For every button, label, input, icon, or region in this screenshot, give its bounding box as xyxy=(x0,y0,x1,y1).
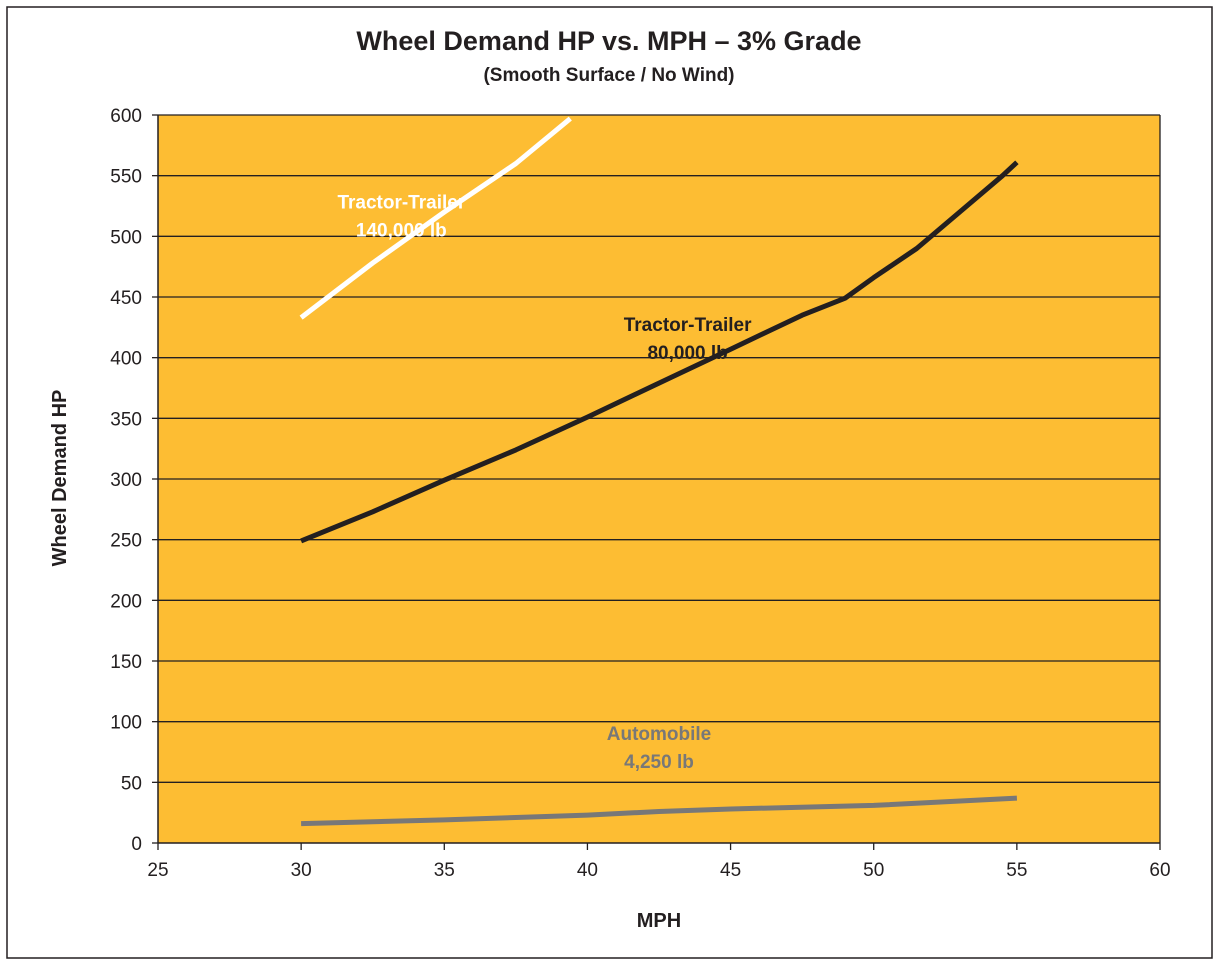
series-line-0 xyxy=(299,116,572,320)
y-axis-title: Wheel Demand HP xyxy=(49,390,71,567)
chart-title: Wheel Demand HP vs. MPH – 3% Grade xyxy=(356,26,861,56)
y-tick-label: 100 xyxy=(110,713,142,734)
series-label-1: Tractor-Trailer 80,000 lb xyxy=(624,315,752,364)
y-tick-label: 400 xyxy=(110,349,142,370)
x-tick-label: 55 xyxy=(1006,860,1027,881)
x-tick-label: 50 xyxy=(863,860,884,881)
axes xyxy=(152,114,1161,850)
series-labels: Tractor-Trailer 140,000 lb Tractor-Trailer… xyxy=(337,192,752,772)
series-line-1 xyxy=(300,160,1019,544)
x-tick-labels: 25 30 35 40 45 50 55 60 xyxy=(147,860,1170,881)
series-label-0: Tractor-Trailer 140,000 lb xyxy=(337,192,465,241)
x-axis-title: MPH xyxy=(637,910,681,932)
series-label-2: Automobile 4,250 lb xyxy=(607,724,712,773)
x-tick-label: 30 xyxy=(291,860,312,881)
x-tick-label: 40 xyxy=(577,860,598,881)
y-tick-label: 600 xyxy=(110,106,142,127)
chart-subtitle: (Smooth Surface / No Wind) xyxy=(483,65,734,86)
y-tick-label: 0 xyxy=(131,834,142,855)
y-tick-label: 350 xyxy=(110,409,142,430)
y-tick-label: 500 xyxy=(110,227,142,248)
y-tick-label: 300 xyxy=(110,470,142,491)
x-tick-label: 60 xyxy=(1149,860,1170,881)
y-tick-label: 200 xyxy=(110,591,142,612)
y-tick-label: 450 xyxy=(110,288,142,309)
y-tick-label: 150 xyxy=(110,652,142,673)
y-tick-label: 250 xyxy=(110,531,142,552)
y-tick-label: 50 xyxy=(121,773,142,794)
series-lines xyxy=(299,116,1019,827)
y-tick-labels: 0 50 100 150 200 250 300 350 400 450 500 550 600 xyxy=(110,106,142,855)
x-tick-label: 35 xyxy=(434,860,455,881)
series-line-2 xyxy=(301,795,1018,827)
gridlines xyxy=(158,114,1161,843)
x-tick-label: 25 xyxy=(147,860,168,881)
x-tick-label: 45 xyxy=(720,860,741,881)
y-tick-label: 550 xyxy=(110,167,142,188)
